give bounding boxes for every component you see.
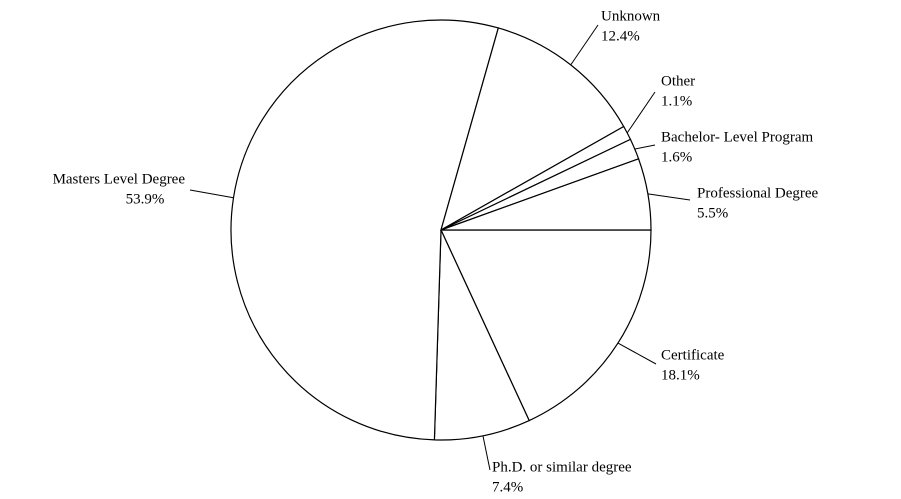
leader-line [617,342,657,365]
slice-label: Professional Degree [697,185,819,201]
slice-label: Bachelor- Level Program [661,129,813,145]
pie-slice [433,229,531,441]
pie-slice [440,158,652,231]
slice-value-label: 7.4% [492,479,523,495]
slice-label: Certificate [661,347,725,363]
slice-label: Unknown [601,8,661,24]
slice-label: Masters Level Degree [53,171,186,187]
slice-value-label: 18.1% [661,367,700,383]
slice-value-label: 1.6% [661,149,692,165]
slice-value-label: 12.4% [601,28,640,44]
slice-label: Ph.D. or similar degree [492,459,632,475]
slice-label: Other [661,73,695,89]
leader-line [189,189,234,199]
slice-value-label: 5.5% [697,205,728,221]
pie-slice [230,19,500,441]
leader-line [482,435,491,471]
slice-value-label: 53.9% [126,191,165,207]
leader-line [626,91,656,134]
leader-line [570,24,599,66]
leader-line [634,144,656,150]
leader-line [647,193,691,201]
slice-value-label: 1.1% [661,93,692,109]
